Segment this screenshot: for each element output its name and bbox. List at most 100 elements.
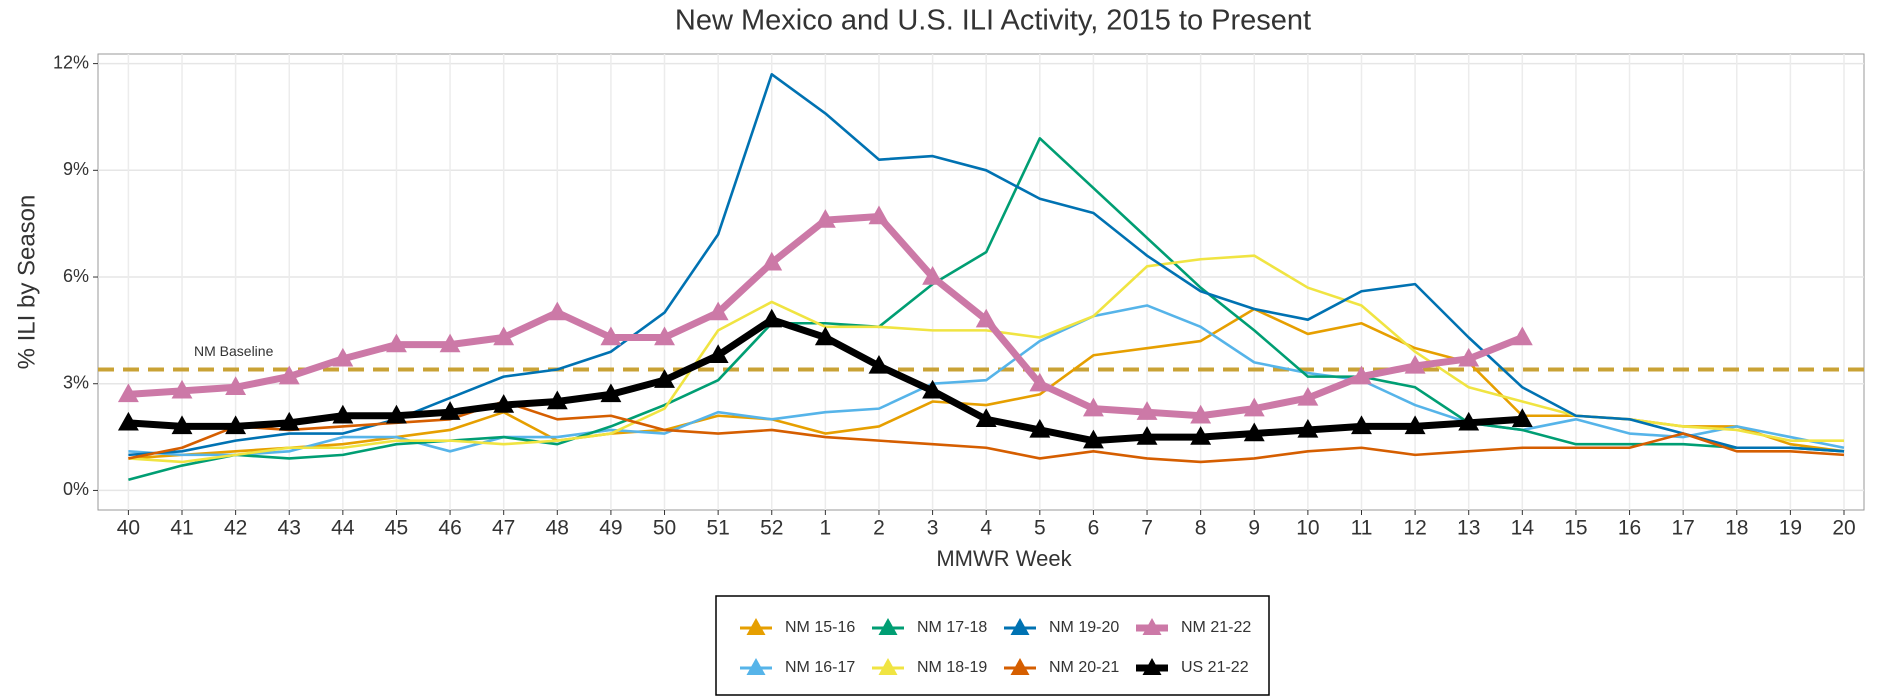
marker — [975, 308, 997, 328]
marker — [761, 251, 783, 271]
legend-key — [878, 618, 898, 635]
plot-panel — [97, 53, 1865, 511]
legend-label: NM 21-22 — [1181, 619, 1251, 636]
x-tick-label: 43 — [278, 517, 301, 540]
baseline-label: NM Baseline — [194, 343, 274, 359]
x-tick-label: 41 — [170, 517, 193, 540]
x-tick-label: 7 — [1141, 517, 1153, 540]
marker — [1458, 411, 1480, 431]
x-tick-label: 12 — [1403, 517, 1426, 540]
marker — [600, 326, 622, 346]
y-tick-label: 12% — [53, 52, 89, 72]
legend-key — [1010, 658, 1030, 675]
x-tick-label: 8 — [1195, 517, 1207, 540]
x-tick-label: 1 — [820, 517, 832, 540]
chart-title: New Mexico and U.S. ILI Activity, 2015 t… — [675, 5, 1311, 37]
marker — [546, 301, 568, 321]
x-tick-label: 13 — [1457, 517, 1480, 540]
marker — [1351, 415, 1372, 435]
marker — [1243, 397, 1265, 417]
x-tick-label: 51 — [706, 517, 729, 540]
legend-label: NM 20-21 — [1049, 659, 1119, 676]
marker — [654, 369, 675, 388]
x-tick-label: 42 — [224, 517, 247, 540]
marker — [654, 326, 675, 346]
x-tick-label: 9 — [1248, 517, 1260, 540]
marker — [493, 394, 515, 413]
x-tick-label: 6 — [1088, 517, 1100, 540]
marker — [171, 379, 193, 399]
y-tick-label: 6% — [63, 266, 89, 286]
x-tick-label: 3 — [927, 517, 939, 540]
marker — [707, 301, 729, 321]
legend-label: NM 18-19 — [917, 659, 987, 676]
marker — [386, 333, 407, 353]
marker — [1082, 397, 1104, 417]
marker — [386, 404, 407, 424]
y-tick-label: 3% — [63, 372, 89, 392]
marker — [868, 354, 890, 374]
x-tick-label: 50 — [653, 517, 676, 540]
marker — [1082, 429, 1104, 449]
marker — [278, 365, 300, 385]
marker — [1029, 372, 1051, 392]
marker — [1190, 426, 1212, 445]
marker — [1404, 415, 1426, 435]
marker — [761, 308, 783, 328]
series-line — [128, 137, 1845, 482]
marker — [493, 326, 515, 346]
marker — [1136, 401, 1158, 420]
marker — [868, 205, 890, 225]
x-tick-label: 52 — [760, 517, 783, 540]
marker — [278, 411, 300, 431]
marker — [439, 401, 461, 420]
legend-label: NM 16-17 — [785, 659, 855, 676]
legend-key — [1142, 658, 1162, 675]
legend-label: NM 17-18 — [917, 619, 987, 636]
marker — [1243, 422, 1265, 442]
legend-label: NM 19-20 — [1049, 619, 1119, 636]
x-tick-label: 49 — [599, 517, 622, 540]
marker — [1458, 347, 1480, 367]
marker — [1297, 386, 1319, 406]
marker — [1511, 408, 1533, 427]
x-tick-label: 15 — [1564, 517, 1587, 540]
x-tick-label: 48 — [546, 517, 569, 540]
x-tick-label: 20 — [1832, 517, 1855, 540]
x-tick-label: 46 — [438, 517, 461, 540]
legend-label: NM 15-16 — [785, 619, 855, 636]
marker — [975, 408, 997, 427]
y-axis-title: % ILI by Season — [13, 195, 40, 370]
legend-key — [746, 618, 766, 635]
x-tick-label: 16 — [1618, 517, 1641, 540]
marker — [225, 415, 247, 435]
y-tick-label: 9% — [63, 159, 89, 179]
marker — [439, 333, 461, 353]
x-tick-label: 40 — [117, 517, 140, 540]
marker — [1351, 365, 1372, 385]
marker — [1136, 426, 1158, 445]
x-tick-label: 47 — [492, 517, 515, 540]
marker — [117, 411, 139, 431]
x-tick-label: 4 — [980, 517, 992, 540]
x-tick-label: 10 — [1296, 517, 1319, 540]
marker — [814, 209, 836, 228]
marker — [1404, 354, 1426, 374]
x-tick-label: 18 — [1725, 517, 1748, 540]
marker — [922, 266, 944, 285]
x-tick-label: 19 — [1779, 517, 1802, 540]
marker — [171, 415, 193, 435]
marker — [707, 344, 729, 363]
marker — [117, 383, 139, 403]
legend-key — [878, 658, 898, 675]
marker — [1029, 418, 1051, 438]
series-line — [128, 254, 1844, 464]
x-tick-label: 17 — [1671, 517, 1694, 540]
marker — [1297, 418, 1319, 438]
marker — [600, 383, 622, 403]
y-tick-label: 0% — [63, 479, 89, 499]
legend-key — [1010, 618, 1030, 635]
marker — [922, 379, 944, 399]
marker — [546, 390, 568, 410]
